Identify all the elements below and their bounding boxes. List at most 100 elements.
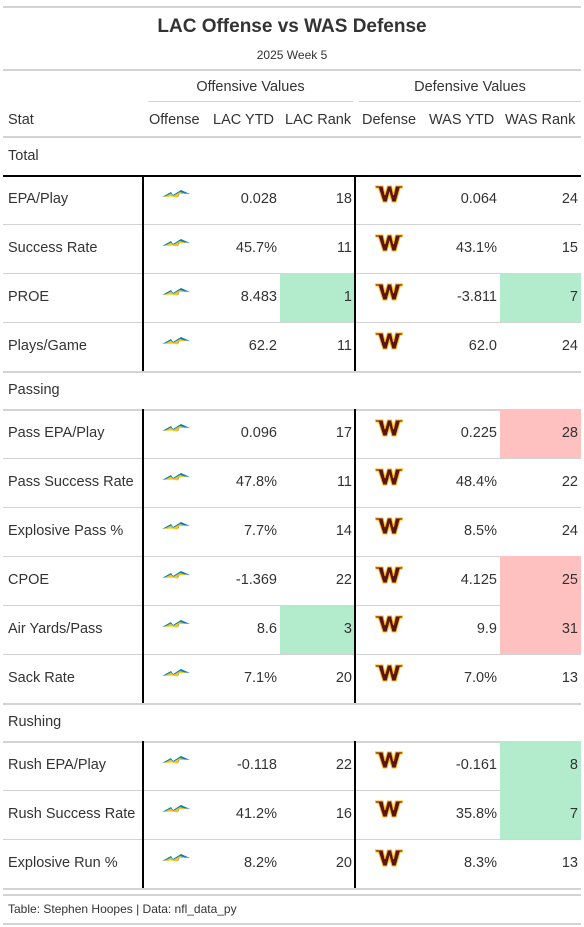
lac-ytd-cell: -0.118 bbox=[236, 757, 277, 773]
defense-logo-cell bbox=[358, 741, 420, 790]
stat-name-cell: Explosive Pass % bbox=[8, 523, 124, 539]
defense-logo-cell bbox=[358, 654, 420, 703]
defense-logo-cell bbox=[358, 409, 420, 458]
table-row: Pass Success Rate 47.8% 11 48.4% 22 bbox=[3, 458, 581, 507]
defense-column-divider bbox=[354, 741, 356, 888]
chargers-bolt-logo-icon bbox=[161, 654, 191, 703]
lac-rank-cell: 3 bbox=[280, 605, 355, 654]
column-header-stat: Stat bbox=[8, 112, 34, 128]
header-rule bbox=[3, 69, 581, 71]
commanders-w-logo-icon bbox=[374, 556, 404, 605]
table-bottom-rule bbox=[3, 894, 581, 896]
defense-column-divider bbox=[354, 409, 356, 703]
commanders-w-logo-icon bbox=[374, 273, 404, 322]
offense-column-divider bbox=[142, 175, 144, 371]
chargers-bolt-logo-icon bbox=[161, 175, 191, 224]
group-end-rule bbox=[3, 888, 581, 890]
table-row: PROE 8.483 1 -3.811 7 bbox=[3, 273, 581, 322]
defense-logo-cell bbox=[358, 605, 420, 654]
was-rank-cell: 28 bbox=[500, 409, 581, 458]
commanders-w-logo-icon bbox=[374, 458, 404, 507]
table-row: EPA/Play 0.028 18 0.064 24 bbox=[3, 175, 581, 224]
column-header-was-ytd: WAS YTD bbox=[429, 112, 495, 128]
lac-rank-cell: 16 bbox=[335, 806, 352, 822]
table-source-note: Table: Stephen Hoopes | Data: nfl_data_p… bbox=[8, 902, 237, 916]
stat-name-cell: EPA/Play bbox=[8, 191, 69, 207]
row-divider bbox=[3, 322, 581, 323]
defense-logo-cell bbox=[358, 175, 420, 224]
was-rank-cell: 13 bbox=[561, 670, 578, 686]
commanders-w-logo-icon bbox=[374, 654, 404, 703]
lac-ytd-cell: 8.2% bbox=[243, 855, 277, 871]
row-divider bbox=[3, 507, 581, 508]
offense-logo-cell bbox=[146, 839, 206, 888]
was-ytd-cell: 8.5% bbox=[463, 523, 497, 539]
was-rank-cell: 24 bbox=[561, 191, 578, 207]
lac-rank-cell: 14 bbox=[335, 523, 352, 539]
was-rank-cell: 7 bbox=[500, 790, 581, 839]
lac-ytd-cell: 7.7% bbox=[243, 523, 277, 539]
row-divider bbox=[3, 556, 581, 557]
was-ytd-cell: -3.811 bbox=[456, 289, 497, 305]
group-rule bbox=[3, 741, 581, 743]
spanner-rule-defense bbox=[359, 101, 581, 102]
lac-ytd-cell: 45.7% bbox=[235, 240, 277, 256]
was-ytd-cell: 0.064 bbox=[460, 191, 497, 207]
was-rank-cell: 24 bbox=[561, 338, 578, 354]
was-rank-cell: 22 bbox=[561, 474, 578, 490]
was-ytd-cell: -0.161 bbox=[455, 757, 497, 773]
commanders-w-logo-icon bbox=[374, 790, 404, 839]
was-ytd-cell: 35.8% bbox=[455, 806, 497, 822]
commanders-w-logo-icon bbox=[374, 741, 404, 790]
table-row: Plays/Game 62.2 11 62.0 24 bbox=[3, 322, 581, 371]
group-label: Rushing bbox=[8, 714, 62, 730]
defense-logo-cell bbox=[358, 322, 420, 371]
defense-logo-cell bbox=[358, 839, 420, 888]
lac-rank-cell: 11 bbox=[336, 474, 352, 490]
defense-logo-cell bbox=[358, 507, 420, 556]
chargers-bolt-logo-icon bbox=[161, 507, 191, 556]
was-ytd-cell: 9.9 bbox=[476, 621, 497, 637]
footer-rule bbox=[3, 923, 581, 925]
commanders-w-logo-icon bbox=[374, 507, 404, 556]
was-rank-cell: 8 bbox=[500, 741, 581, 790]
offense-logo-cell bbox=[146, 790, 206, 839]
row-divider bbox=[3, 654, 581, 655]
was-ytd-cell: 43.1% bbox=[455, 240, 497, 256]
commanders-w-logo-icon bbox=[374, 322, 404, 371]
offense-logo-cell bbox=[146, 507, 206, 556]
was-rank-cell: 7 bbox=[500, 273, 581, 322]
chargers-bolt-logo-icon bbox=[161, 458, 191, 507]
defense-logo-cell bbox=[358, 556, 420, 605]
chargers-bolt-logo-icon bbox=[161, 790, 191, 839]
lac-rank-cell: 22 bbox=[335, 757, 352, 773]
group-rule bbox=[3, 175, 581, 177]
commanders-w-logo-icon bbox=[374, 605, 404, 654]
offense-logo-cell bbox=[146, 458, 206, 507]
stat-name-cell: Rush EPA/Play bbox=[8, 757, 107, 773]
chargers-bolt-logo-icon bbox=[161, 273, 191, 322]
row-divider bbox=[3, 458, 581, 459]
commanders-w-logo-icon bbox=[374, 175, 404, 224]
offense-logo-cell bbox=[146, 273, 206, 322]
lac-rank-cell: 17 bbox=[335, 425, 352, 441]
was-ytd-cell: 0.225 bbox=[460, 425, 497, 441]
table-row: Explosive Pass % 7.7% 14 8.5% 24 bbox=[3, 507, 581, 556]
stat-name-cell: Success Rate bbox=[8, 240, 98, 256]
was-ytd-cell: 48.4% bbox=[455, 474, 497, 490]
was-rank-cell: 31 bbox=[500, 605, 581, 654]
group-end-rule bbox=[3, 703, 581, 705]
offense-logo-cell bbox=[146, 175, 206, 224]
table-title: LAC Offense vs WAS Defense bbox=[157, 16, 427, 37]
table-row: Sack Rate 7.1% 20 7.0% 13 bbox=[3, 654, 581, 703]
row-divider bbox=[3, 790, 581, 791]
offense-logo-cell bbox=[146, 605, 206, 654]
offense-column-divider bbox=[142, 409, 144, 703]
was-rank-cell: 25 bbox=[500, 556, 581, 605]
lac-ytd-cell: -1.369 bbox=[235, 572, 277, 588]
commanders-w-logo-icon bbox=[374, 839, 404, 888]
row-divider bbox=[3, 224, 581, 225]
chargers-bolt-logo-icon bbox=[161, 741, 191, 790]
was-ytd-cell: 7.0% bbox=[463, 670, 497, 686]
lac-ytd-cell: 0.096 bbox=[240, 425, 277, 441]
